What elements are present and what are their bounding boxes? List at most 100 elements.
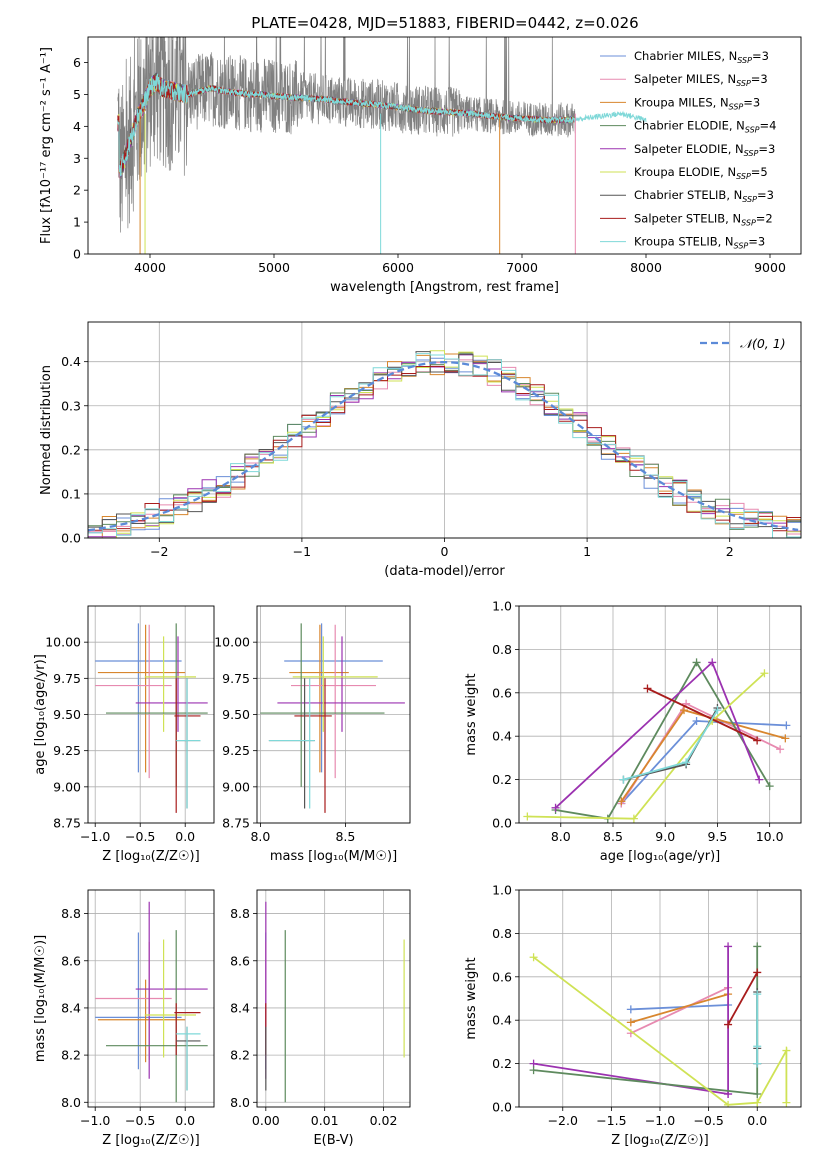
weight-marker-3-2 (692, 658, 701, 667)
mass-weight-vs-Z-xtick-label-4: 0.0 (747, 1113, 767, 1128)
mass-vs-Z-xtick-label-0: −1.0 (80, 1113, 110, 1128)
figure-title: PLATE=0428, MJD=51883, FIBERID=0442, z=0… (251, 14, 638, 32)
legend-name-2: Kroupa MILES, N (634, 95, 729, 109)
mass-vs-ebv-xtick-label-1: 0.01 (311, 1113, 339, 1128)
mass-weight-vs-Z-ytick-label-4: 0.8 (492, 926, 512, 941)
legend-name-0: Chabrier MILES, N (634, 49, 737, 63)
weight-marker-3-3 (765, 782, 774, 791)
weight-marker-5-0 (529, 953, 538, 962)
weight-marker-4-1 (708, 658, 717, 667)
mass-vs-ebv-xlabel: E(B-V) (313, 1133, 353, 1148)
legend-sub-7: SSP (741, 218, 756, 227)
legend-sub-5: SSP (736, 172, 751, 181)
histogram-7 (88, 359, 801, 532)
histogram-6 (88, 351, 801, 529)
age-vs-mass-ytick-label-1: 9.00 (222, 779, 250, 794)
residuals-ytick-label-0: 0.0 (61, 531, 81, 546)
mass-weight-vs-age-ytick-label-0: 0.0 (492, 816, 512, 831)
age-vs-Z-ytick-label-5: 10.00 (45, 635, 81, 650)
residuals-ytick-label-4: 0.4 (61, 354, 81, 369)
legend-sub-1: SSP (736, 79, 751, 88)
legend-n-0: =3 (752, 49, 769, 63)
mass-vs-ebv-ytick-label-4: 8.8 (230, 906, 250, 921)
axes-root: 4000 5000 6000 7000 8000 9000 0 1 2 3 4 5 6 wavelengt… (33, 36, 802, 1148)
mass-weight-vs-age-xtick-label-1: 8.5 (603, 829, 623, 844)
weight-marker-6-0 (724, 1020, 733, 1029)
weight-marker-1-2 (776, 745, 785, 754)
normal-curve (88, 361, 799, 532)
mass-weight-vs-age-ytick-label-3: 0.6 (492, 685, 512, 700)
weight-marker-4-0 (551, 803, 560, 812)
residuals-xtick-label-1: −1 (293, 544, 311, 559)
age-vs-mass-frame (256, 605, 411, 824)
age-vs-mass-ytick-label-5: 10.00 (214, 635, 250, 650)
spectrum-ytick-label-3: 3 (73, 151, 81, 166)
mass-weight-vs-age-xtick-label-3: 9.5 (707, 829, 727, 844)
age-vs-Z-ytick-label-3: 9.50 (53, 707, 81, 722)
mass-vs-Z-ytick-label-2: 8.4 (61, 1000, 81, 1015)
mass-weight-vs-Z-ytick-label-5: 1.0 (492, 883, 512, 898)
weight-marker-5-3 (760, 669, 769, 678)
weight-marker-8-1 (682, 758, 691, 767)
normal-legend-label: 𝒩(0, 1) (740, 336, 786, 351)
weight-marker-8-2 (713, 706, 722, 715)
age-vs-Z-ytick-label-0: 8.75 (53, 816, 81, 831)
legend-entry-0: Chabrier MILES, NSSP=3 (634, 49, 769, 65)
weight-line-0 (630, 1004, 729, 1011)
legend-name-4: Salpeter ELODIE, N (634, 142, 744, 156)
mass-vs-ebv-xtick-label-2: 0.02 (370, 1113, 398, 1128)
mass-vs-ebv-ytick-label-0: 8.0 (230, 1095, 250, 1110)
legend-sub-2: SSP (729, 102, 744, 111)
weight-line-5 (527, 672, 766, 820)
spectrum-ytick-label-0: 0 (73, 247, 81, 262)
residuals-xlabel: (data-model)/error (384, 564, 505, 579)
weight-marker-8-2 (753, 1042, 762, 1051)
weight-line-7 (647, 687, 758, 742)
legend-n-5: =5 (751, 165, 768, 179)
mass-weight-vs-Z-xtick-label-2: −1.0 (645, 1113, 675, 1128)
mass-vs-Z-ytick-label-1: 8.2 (61, 1048, 81, 1063)
age-vs-Z-ytick-label-1: 9.00 (53, 779, 81, 794)
legend-n-7: =2 (756, 211, 773, 225)
spectrum-xtick-label-3: 7000 (506, 260, 538, 275)
spectrum-xtick-label-1: 5000 (258, 260, 290, 275)
legend-entry-2: Kroupa MILES, NSSP=3 (634, 95, 760, 111)
mass-vs-ebv-ytick-label-3: 8.6 (230, 953, 250, 968)
mass-weight-vs-age-xlabel: age [log₁₀(age/yr)] (600, 849, 721, 864)
mass-weight-vs-age-ytick-label-4: 0.8 (492, 642, 512, 657)
spectrum-plot-area (117, 37, 647, 254)
legend-n-8: =3 (748, 235, 765, 249)
legend-n-1: =3 (751, 72, 768, 86)
spectrum-xtick-label-5: 9000 (754, 260, 786, 275)
legend-n-6: =3 (757, 188, 774, 202)
spectrum-xtick-label-4: 8000 (630, 260, 662, 275)
weight-marker-4-2 (755, 775, 764, 784)
age-vs-Z-xlabel: Z [log₁₀(Z/Z☉)] (102, 849, 199, 864)
legend-sub-6: SSP (742, 195, 757, 204)
mass-vs-Z-ytick-label-4: 8.8 (61, 906, 81, 921)
spectrum-ytick-label-1: 1 (73, 215, 81, 230)
legend-n-4: =3 (758, 142, 775, 156)
mass-weight-vs-Z-xlabel: Z [log₁₀(Z/Z☉)] (611, 1133, 708, 1148)
mass-vs-Z-plot-area (95, 901, 208, 1103)
weight-marker-3-2 (724, 942, 733, 951)
mass-weight-vs-Z-ytick-label-1: 0.2 (492, 1056, 512, 1071)
weight-line-2 (630, 993, 729, 1024)
weight-line-3 (533, 946, 729, 1096)
spectrum-frame (87, 36, 802, 255)
spectrum-xtick-label-0: 4000 (134, 260, 166, 275)
age-vs-mass-xtick-label-0: 8.0 (250, 829, 270, 844)
mass-vs-ebv-plot-area (265, 901, 405, 1103)
weight-marker-5-4 (782, 1098, 791, 1107)
mass-weight-vs-age-frame (518, 605, 802, 824)
weight-marker-4-2 (753, 942, 762, 951)
spectrum-ytick-label-4: 4 (73, 119, 81, 134)
spectrum-axes: 4000 5000 6000 7000 8000 9000 0 1 2 3 4 5 6 wavelengt… (39, 36, 802, 295)
legend-sub-0: SSP (737, 56, 752, 65)
mass-weight-vs-age-axes: 8.0 8.5 9.0 9.5 10.0 0.0 0.2 0.4 0.6 0.8 1.0 age [l… (464, 599, 802, 864)
mass-weight-vs-Z-plot-area (529, 942, 791, 1107)
age-vs-mass-plot-area (260, 623, 405, 813)
weight-line-6 (623, 707, 719, 781)
legend-entry-6: Chabrier STELIB, NSSP=3 (634, 188, 774, 204)
